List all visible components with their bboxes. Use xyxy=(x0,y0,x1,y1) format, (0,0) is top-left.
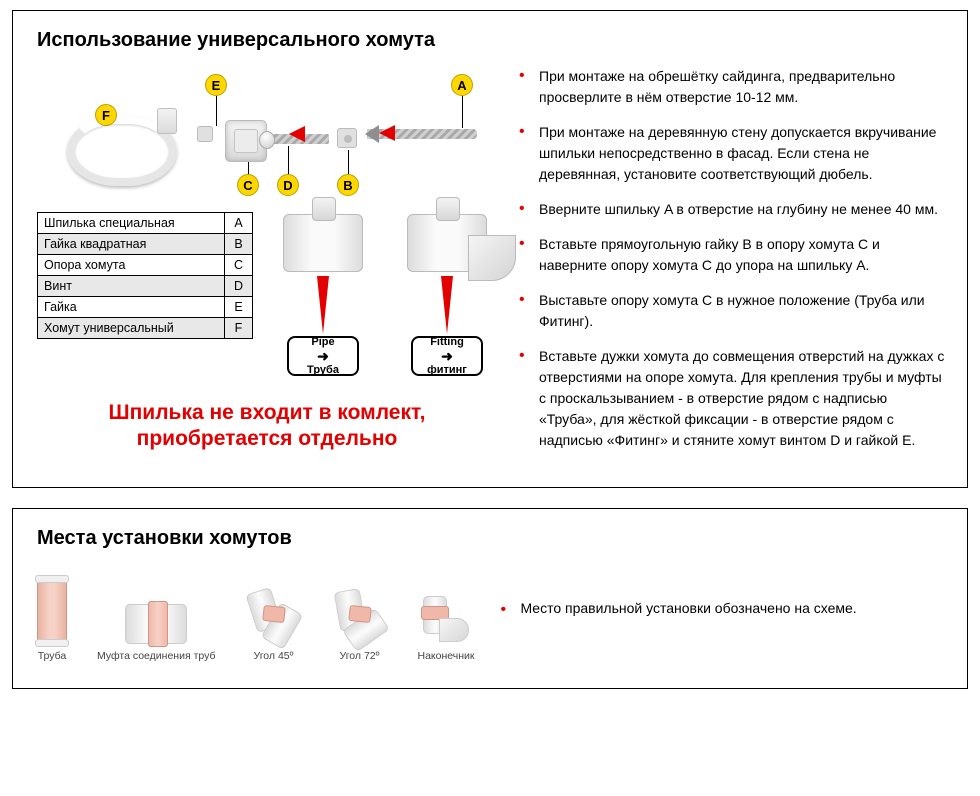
fitting-item: Угол 72º xyxy=(331,572,387,662)
part-letter: D xyxy=(225,276,253,297)
warning-line2: приобретается отдельно xyxy=(37,426,497,452)
table-row: ВинтD xyxy=(38,276,253,297)
pointer xyxy=(288,146,289,174)
assembly-arrow-icon xyxy=(379,125,395,141)
fitting-label: Угол 72º xyxy=(331,650,387,662)
fitting-label: Муфта соединения труб xyxy=(97,650,215,662)
section2-note: Место правильной установки обозначено на… xyxy=(500,600,947,630)
table-row: ГайкаE xyxy=(38,297,253,318)
fitting-label: Угол 45º xyxy=(245,650,301,662)
elbow45-icon xyxy=(245,588,301,644)
table-row: Хомут универсальныйF xyxy=(38,318,253,339)
position-diagrams: Pipe ➜ Труба Fitting ➜ фитин xyxy=(273,214,497,376)
step-item: При монтаже на обрешётку сайдинга, предв… xyxy=(519,66,947,108)
badge-en: Fitting xyxy=(430,336,464,348)
table-row: Шпилька специальнаяA xyxy=(38,213,253,234)
part-name: Гайка квадратная xyxy=(38,234,225,255)
exploded-diagram: F E C D B A xyxy=(37,66,497,206)
section1-right: При монтаже на обрешётку сайдинга, предв… xyxy=(519,66,947,465)
steps-list: При монтаже на обрешётку сайдинга, предв… xyxy=(519,66,947,451)
badge-ru: фитинг xyxy=(427,364,467,376)
note-item: Место правильной установки обозначено на… xyxy=(500,600,947,616)
section2-title: Места установки хомутов xyxy=(37,527,947,550)
elbow72-icon xyxy=(331,588,387,644)
part-letter: E xyxy=(225,297,253,318)
tag-B: B xyxy=(337,174,359,196)
step-item: Вставьте дужки хомута до совмещения отве… xyxy=(519,346,947,451)
step-item: Вверните шпильку A в отверстие на глубин… xyxy=(519,199,947,220)
endcap-icon xyxy=(421,594,471,644)
assembly-arrow-icon xyxy=(289,126,305,142)
fitting-item: Угол 45º xyxy=(245,572,301,662)
coupler-icon xyxy=(125,604,187,644)
fitting-tube-icon xyxy=(407,214,487,272)
part-name: Винт xyxy=(38,276,225,297)
fitting-label: Наконечник xyxy=(417,650,474,662)
clamp-on-tube-icon xyxy=(436,197,460,221)
clamp-on-tube-icon xyxy=(312,197,336,221)
part-name: Хомут универсальный xyxy=(38,318,225,339)
step-item: Выставьте опору хомута C в нужное положе… xyxy=(519,290,947,332)
tag-C: C xyxy=(237,174,259,196)
section1-left: F E C D B A xyxy=(37,66,497,465)
fitting-badge: Fitting ➜ фитинг xyxy=(411,336,483,376)
tag-A: A xyxy=(451,74,473,96)
part-letter: B xyxy=(225,234,253,255)
down-arrow-icon xyxy=(441,276,453,334)
fitting-item: Муфта соединения труб xyxy=(97,572,215,662)
part-nut-B xyxy=(337,128,357,148)
badge-ru: Труба xyxy=(307,364,339,376)
warning-line1: Шпилька не входит в комлект, xyxy=(37,400,497,426)
fitting-label: Труба xyxy=(37,650,67,662)
clamp-locations-panel: Места установки хомутов Труба Муфта соед… xyxy=(12,508,968,689)
pointer xyxy=(348,150,349,174)
badge-en: Pipe xyxy=(311,336,334,348)
fitting-item: Наконечник xyxy=(417,572,474,662)
table-row: Гайка квадратнаяB xyxy=(38,234,253,255)
step-item: Вставьте прямоугольную гайку B в опору х… xyxy=(519,234,947,276)
pointer xyxy=(248,162,249,174)
part-letter: C xyxy=(225,255,253,276)
section1-body: F E C D B A xyxy=(37,66,947,465)
section1-title: Использование универсального хомута xyxy=(37,29,947,52)
step-item: При монтаже на деревянную стену допускае… xyxy=(519,122,947,185)
pointer xyxy=(216,96,217,126)
fittings-row: Труба Муфта соединения труб Угол 45º Уго… xyxy=(37,564,474,666)
fitting-position-diagram: Fitting ➜ фитинг xyxy=(397,214,497,376)
pointer xyxy=(462,96,463,128)
part-name: Опора хомута xyxy=(38,255,225,276)
tag-E: E xyxy=(205,74,227,96)
part-nut-E xyxy=(197,126,213,142)
pipe-badge: Pipe ➜ Труба xyxy=(287,336,359,376)
tag-D: D xyxy=(277,174,299,196)
tube-icon xyxy=(283,214,363,272)
part-letter: A xyxy=(225,213,253,234)
down-arrow-icon xyxy=(317,276,329,334)
part-clamp-tab xyxy=(157,108,177,134)
part-letter: F xyxy=(225,318,253,339)
part-name: Гайка xyxy=(38,297,225,318)
fitting-item: Труба xyxy=(37,572,67,662)
table-row: Опора хомутаC xyxy=(38,255,253,276)
section2-body: Труба Муфта соединения труб Угол 45º Уго… xyxy=(37,564,947,666)
pipe-position-diagram: Pipe ➜ Труба xyxy=(273,214,373,376)
part-name: Шпилька специальная xyxy=(38,213,225,234)
section1-lower: Шпилька специальнаяA Гайка квадратнаяB О… xyxy=(37,212,497,376)
arrow-right-icon: ➜ xyxy=(317,349,329,363)
universal-clamp-panel: Использование универсального хомута F E … xyxy=(12,10,968,488)
parts-table: Шпилька специальнаяA Гайка квадратнаяB О… xyxy=(37,212,253,339)
warning-text: Шпилька не входит в комлект, приобретает… xyxy=(37,400,497,453)
tube-icon xyxy=(37,578,67,644)
arrow-right-icon: ➜ xyxy=(441,349,453,363)
